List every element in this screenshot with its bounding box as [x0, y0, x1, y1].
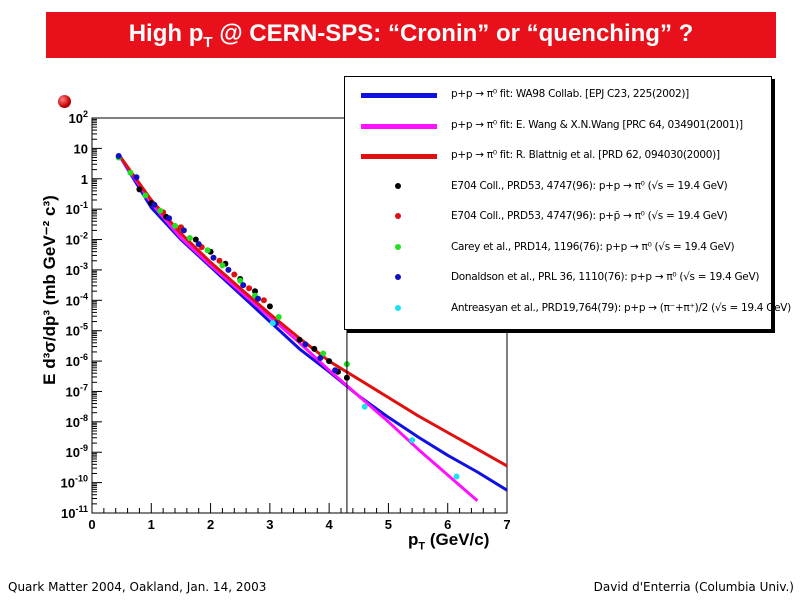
- y-tick-label: 10-8: [66, 413, 88, 430]
- y-tick-label: 10-1: [66, 200, 88, 217]
- x-tick-label: 6: [444, 517, 451, 532]
- slide-title: High pT @ CERN-SPS: “Cronin” or “quenchi…: [128, 19, 694, 51]
- legend-label: p+p → π⁰ fit: E. Wang & X.N.Wang [PRC 64…: [451, 118, 743, 131]
- data-point-series-2: [204, 247, 211, 254]
- data-point-series-4: [409, 437, 416, 444]
- data-point-series-0: [266, 303, 273, 310]
- data-point-series-3: [225, 266, 232, 273]
- y-axis-label: E d³σ/dp³ (mb GeV⁻² c³): [40, 195, 59, 385]
- x-tick-label: 3: [266, 517, 273, 532]
- y-tick-label: 10-4: [66, 291, 88, 308]
- legend-entry: E704 Coll., PRD53, 4747(96): p+p → π⁰ (√…: [345, 177, 771, 197]
- legend-label: p+p → π⁰ fit: WA98 Collab. [EPJ C23, 225…: [451, 88, 689, 100]
- data-point-series-4: [453, 473, 460, 480]
- data-point-series-2: [157, 207, 164, 214]
- data-point-series-2: [219, 262, 226, 269]
- y-tick-label: 10-11: [61, 504, 88, 521]
- legend-entry: p+p → π⁰ fit: WA98 Collab. [EPJ C23, 225…: [345, 85, 771, 105]
- bullet-ball-icon: [58, 95, 71, 108]
- legend: p+p → π⁰ fit: WA98 Collab. [EPJ C23, 225…: [344, 76, 791, 330]
- data-point-series-0: [311, 345, 318, 352]
- y-tick-label: 102: [69, 109, 88, 126]
- y-tick-label: 10-3: [66, 261, 88, 278]
- legend-entry: E704 Coll., PRD53, 4747(96): p+p̄ → π⁰ (…: [345, 207, 771, 227]
- y-tick-label: 10-2: [66, 231, 88, 248]
- data-point-series-0: [136, 186, 143, 193]
- legend-label: E704 Coll., PRD53, 4747(96): p+p̄ → π⁰ (…: [451, 210, 728, 222]
- data-point-series-2: [186, 235, 193, 241]
- legend-marker-swatch: [395, 213, 401, 219]
- y-tick-label: 10-9: [66, 443, 88, 460]
- legend-line-swatch: [361, 154, 437, 159]
- data-point-series-1: [260, 297, 267, 304]
- x-tick-label: 2: [207, 517, 214, 532]
- legend-line-swatch: [361, 93, 437, 98]
- y-tick-label: 10-7: [66, 382, 88, 399]
- legend-label: E704 Coll., PRD53, 4747(96): p+p → π⁰ (√…: [451, 179, 728, 192]
- data-point-series-0: [296, 336, 303, 343]
- data-point-series-3: [332, 367, 339, 374]
- y-tick-label: 1: [81, 172, 88, 187]
- data-point-series-0: [326, 358, 333, 365]
- legend-entry: Antreasyan et al., PRD19,764(79): p+p → …: [345, 299, 791, 319]
- x-tick-label: 7: [503, 517, 510, 532]
- title-bar: High pT @ CERN-SPS: “Cronin” or “quenchi…: [46, 12, 776, 58]
- data-point-series-3: [166, 215, 173, 222]
- footer-author: David d'Enterria (Columbia Univ.): [593, 580, 794, 594]
- legend-label: Antreasyan et al., PRD19,764(79): p+p → …: [451, 301, 791, 314]
- data-point-series-2: [172, 222, 178, 229]
- x-axis-label: pT (GeV/c): [408, 530, 490, 553]
- legend-entry: p+p → π⁰ fit: E. Wang & X.N.Wang [PRC 64…: [345, 116, 771, 136]
- legend-marker-swatch: [395, 304, 401, 311]
- data-point-series-3: [317, 355, 324, 361]
- data-point-series-3: [115, 153, 122, 159]
- data-point-series-3: [195, 241, 202, 248]
- data-point-series-1: [246, 285, 253, 292]
- x-tick-label: 1: [148, 517, 155, 532]
- data-point-series-2: [275, 314, 282, 320]
- legend-line-swatch: [361, 123, 437, 129]
- legend-label: Carey et al., PRD14, 1196(76): p+p → π⁰ …: [451, 240, 735, 253]
- data-point-series-3: [151, 201, 158, 208]
- data-point-series-2: [142, 192, 149, 199]
- x-tick-label: 0: [88, 517, 95, 532]
- data-point-series-3: [302, 341, 309, 348]
- data-point-series-0: [192, 236, 199, 243]
- legend-label: Donaldson et al., PRL 36, 1110(76): p+p …: [451, 271, 760, 283]
- legend-entry: p+p → π⁰ fit: R. Blattnig et al. [PRD 62…: [345, 146, 771, 166]
- y-tick-label: 10: [74, 141, 88, 156]
- y-tick-label: 10-5: [66, 322, 88, 339]
- footer-conference: Quark Matter 2004, Oakland, Jan. 14, 200…: [8, 580, 267, 594]
- x-tick-label: 4: [326, 517, 334, 532]
- legend-entry: Carey et al., PRD14, 1196(76): p+p → π⁰ …: [345, 238, 771, 258]
- data-point-series-3: [210, 254, 217, 261]
- y-tick-label: 10-6: [66, 352, 88, 369]
- y-tick-label: 10-10: [61, 474, 88, 491]
- data-point-series-0: [252, 288, 258, 295]
- data-point-series-2: [237, 277, 244, 284]
- data-point-series-1: [216, 257, 223, 264]
- legend-label: p+p → π⁰ fit: R. Blattnig et al. [PRD 62…: [451, 149, 720, 161]
- legend-marker-swatch: [395, 243, 401, 250]
- data-point-series-1: [231, 271, 238, 278]
- data-point-series-3: [180, 227, 187, 234]
- data-points: [115, 153, 460, 513]
- data-point-series-3: [240, 282, 247, 289]
- legend-marker-swatch: [395, 274, 401, 280]
- data-point-series-3: [133, 174, 140, 181]
- data-point-series-4: [361, 403, 368, 410]
- data-point-series-2: [320, 350, 327, 357]
- legend-marker-swatch: [395, 182, 401, 189]
- data-point-series-3: [255, 295, 261, 302]
- x-tick-label: 5: [385, 517, 392, 532]
- legend-entry: Donaldson et al., PRL 36, 1110(76): p+p …: [345, 268, 771, 288]
- data-point-series-2: [127, 169, 134, 176]
- data-point-series-4: [269, 320, 276, 327]
